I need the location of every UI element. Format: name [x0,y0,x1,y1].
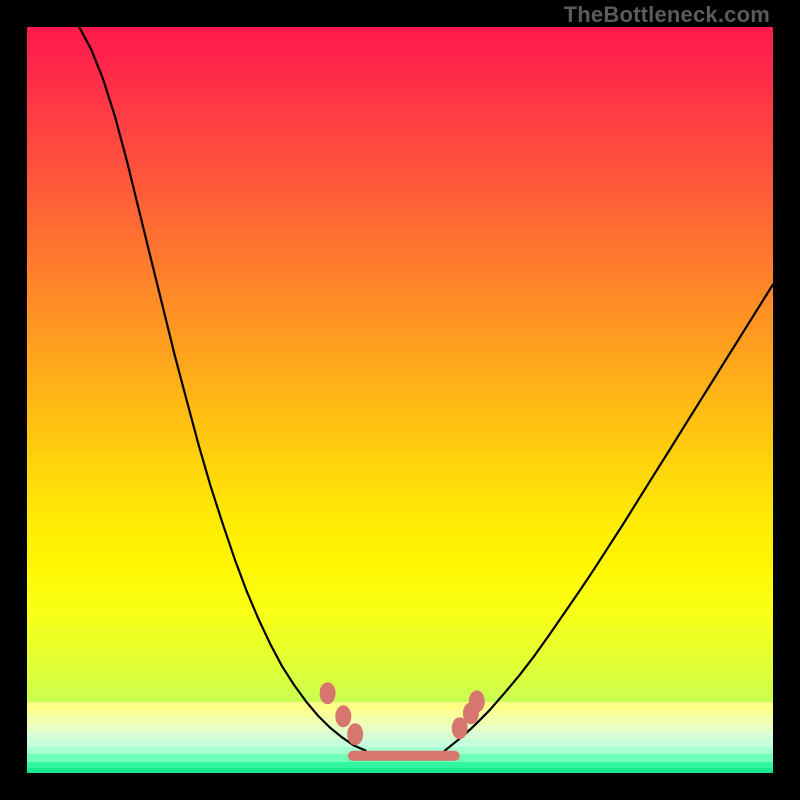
curve-marker [335,705,351,727]
right-curve [445,284,773,750]
plot-area [27,27,773,773]
chart-svg [27,27,773,773]
curve-marker [320,682,336,704]
bottom-flat-segment [348,751,460,761]
curve-marker [347,723,363,745]
watermark-text: TheBottleneck.com [564,2,770,28]
curve-markers [320,682,485,745]
left-curve [79,27,366,751]
outer-frame: TheBottleneck.com [0,0,800,800]
curve-marker [469,690,485,712]
